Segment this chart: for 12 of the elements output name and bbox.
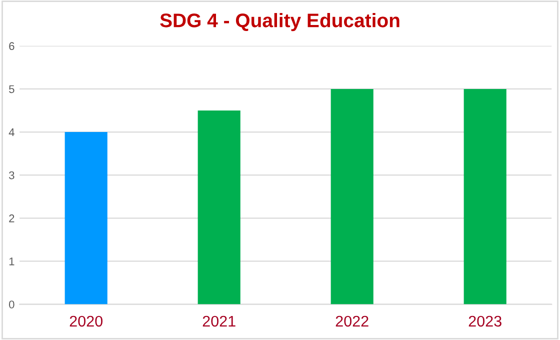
y-tick-label: 1 (9, 258, 14, 266)
x-tick-label: 2023 (468, 316, 502, 327)
y-tick-label: 5 (9, 85, 14, 94)
x-tick-label: 2022 (336, 316, 368, 327)
y-tick-label: 0 (8, 300, 14, 308)
y-tick-label: 3 (8, 171, 14, 180)
x-tick-label: 2020 (70, 316, 102, 327)
y-tick-label: 4 (8, 128, 14, 136)
x-tick-label: 2021 (202, 316, 236, 327)
y-tick-label: 2 (9, 214, 14, 222)
y-tick-label: 6 (9, 42, 14, 50)
chart-title: SDG 4 - Quality Education (160, 13, 400, 32)
